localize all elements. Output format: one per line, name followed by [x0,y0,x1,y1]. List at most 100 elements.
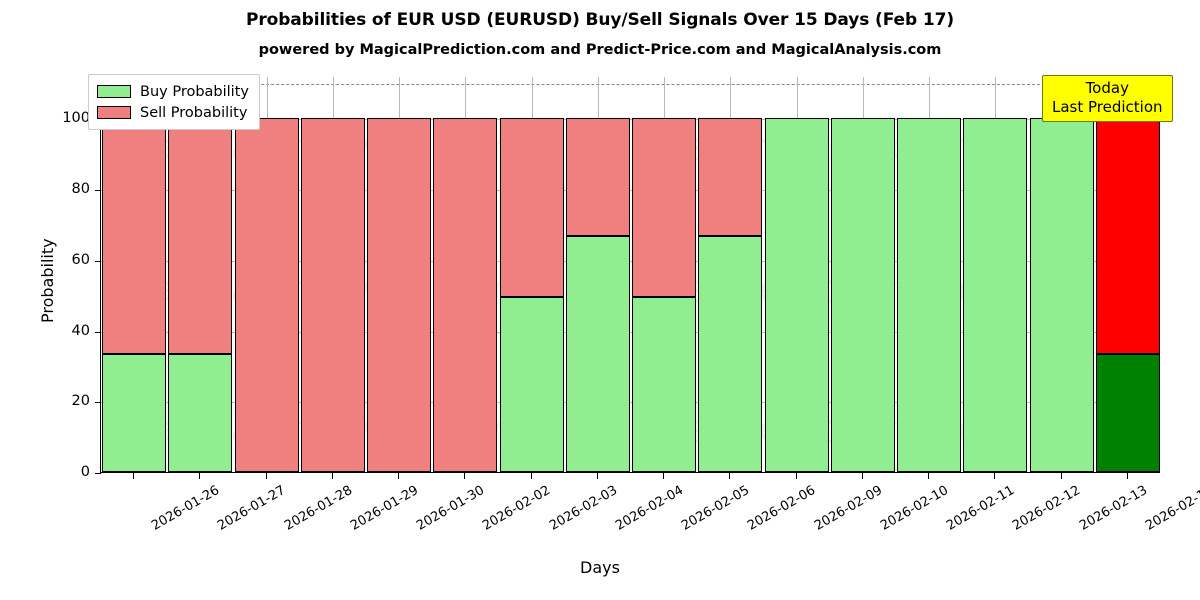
y-tick-label: 0 [80,464,90,480]
y-tick-mark [95,331,101,333]
bar-segment-sell[interactable] [234,118,299,472]
plot-inner: MagicalAnalysis.comMagicalAnalysis.comMa… [101,77,1160,472]
bar-group[interactable] [1095,76,1160,472]
bar-segment-buy[interactable] [698,236,763,472]
bar-segment-sell[interactable] [102,118,167,355]
x-tick-mark [729,473,731,479]
plot-area: MagicalAnalysis.comMagicalAnalysis.comMa… [95,77,1160,474]
chart-legend: Buy Probability Sell Probability [88,74,260,130]
bar-segment-buy[interactable] [102,354,167,472]
y-tick-label: 40 [71,322,90,339]
bar-group[interactable] [234,76,299,472]
bar-segment-buy[interactable] [830,118,895,472]
y-tick-label: 20 [71,393,90,410]
x-tick-label: 2026-02-04 [612,483,686,534]
today-annotation-line1: Today [1085,79,1129,97]
bar-segment-sell[interactable] [565,118,630,237]
x-tick-label: 2026-02-02 [480,483,554,534]
gridline-horizontal [101,190,1160,192]
x-tick-mark [331,473,333,479]
x-tick-mark [133,473,135,479]
bar-group[interactable] [565,76,630,472]
legend-swatch-buy [97,85,131,98]
y-tick-mark [95,402,101,404]
bar-group[interactable] [102,76,167,472]
x-tick-label: 2026-02-06 [745,483,819,534]
bar-group[interactable] [698,76,763,472]
bar-group[interactable] [632,76,697,472]
legend-item-sell: Sell Probability [97,102,249,123]
x-tick-label: 2026-02-10 [877,483,951,534]
x-tick-label: 2026-02-16 [1142,483,1200,534]
bar-segment-sell[interactable] [1095,118,1160,355]
bar-group[interactable] [168,76,233,472]
bar-group[interactable] [499,76,564,472]
x-tick-mark [265,473,267,479]
x-tick-mark [861,473,863,479]
y-tick-label: 80 [71,181,90,198]
bar-group[interactable] [300,76,365,472]
gridline-horizontal [101,331,1160,333]
x-tick-label: 2026-02-03 [546,483,620,534]
legend-label-buy: Buy Probability [140,83,249,100]
legend-item-buy: Buy Probability [97,81,249,102]
y-tick-mark [95,260,101,262]
today-annotation: Today Last Prediction [1042,75,1173,122]
bar-segment-sell[interactable] [168,118,233,355]
x-tick-mark [596,473,598,479]
bar-segment-buy[interactable] [632,296,697,472]
x-tick-mark [994,473,996,479]
bar-segment-sell[interactable] [632,118,697,297]
bar-group[interactable] [1029,76,1094,472]
x-tick-label: 2026-01-29 [347,483,421,534]
bar-segment-sell[interactable] [433,118,498,472]
x-tick-label: 2026-02-12 [1010,483,1084,534]
bar-segment-buy[interactable] [565,236,630,472]
x-tick-mark [928,473,930,479]
bar-segment-sell[interactable] [300,118,365,472]
bar-segment-buy[interactable] [1095,354,1160,472]
page-title: Probabilities of EUR USD (EURUSD) Buy/Se… [246,10,954,30]
bar-segment-sell[interactable] [698,118,763,237]
x-tick-mark [795,473,797,479]
x-tick-mark [1126,473,1128,479]
gridline-horizontal [101,260,1160,262]
chart-subtitle: powered by MagicalPrediction.com and Pre… [258,42,942,58]
bar-group[interactable] [897,76,962,472]
bar-segment-buy[interactable] [764,118,829,472]
bar-group[interactable] [830,76,895,472]
x-tick-label: 2026-02-09 [811,483,885,534]
x-tick-label: 2026-02-13 [1076,483,1150,534]
y-tick-mark [95,473,101,474]
y-tick-label: 60 [71,251,90,268]
bar-segment-buy[interactable] [963,118,1028,472]
x-tick-mark [398,473,400,479]
bar-segment-buy[interactable] [168,354,233,472]
x-tick-label: 2026-01-26 [149,483,223,534]
x-tick-mark [663,473,665,479]
bar-segment-sell[interactable] [499,118,564,297]
today-annotation-line2: Last Prediction [1052,98,1163,116]
x-tick-mark [1060,473,1062,479]
bar-segment-buy[interactable] [499,296,564,472]
x-tick-mark [199,473,201,479]
x-tick-label: 2026-01-27 [215,483,289,534]
gridline-horizontal [101,402,1160,404]
bar-segment-buy[interactable] [897,118,962,472]
x-tick-label: 2026-01-30 [414,483,488,534]
bar-segment-sell[interactable] [367,118,432,472]
y-axis-label: Probability [38,238,57,323]
legend-swatch-sell [97,106,131,119]
bar-segment-buy[interactable] [1029,118,1094,472]
x-tick-label: 2026-02-11 [944,483,1018,534]
bar-group[interactable] [433,76,498,472]
bar-group[interactable] [367,76,432,472]
bar-group[interactable] [764,76,829,472]
y-tick-label: 100 [62,110,90,127]
legend-label-sell: Sell Probability [140,104,248,121]
gridline-horizontal [101,119,1160,121]
x-tick-mark [530,473,532,479]
bar-group[interactable] [963,76,1028,472]
x-tick-label: 2026-01-28 [281,483,355,534]
